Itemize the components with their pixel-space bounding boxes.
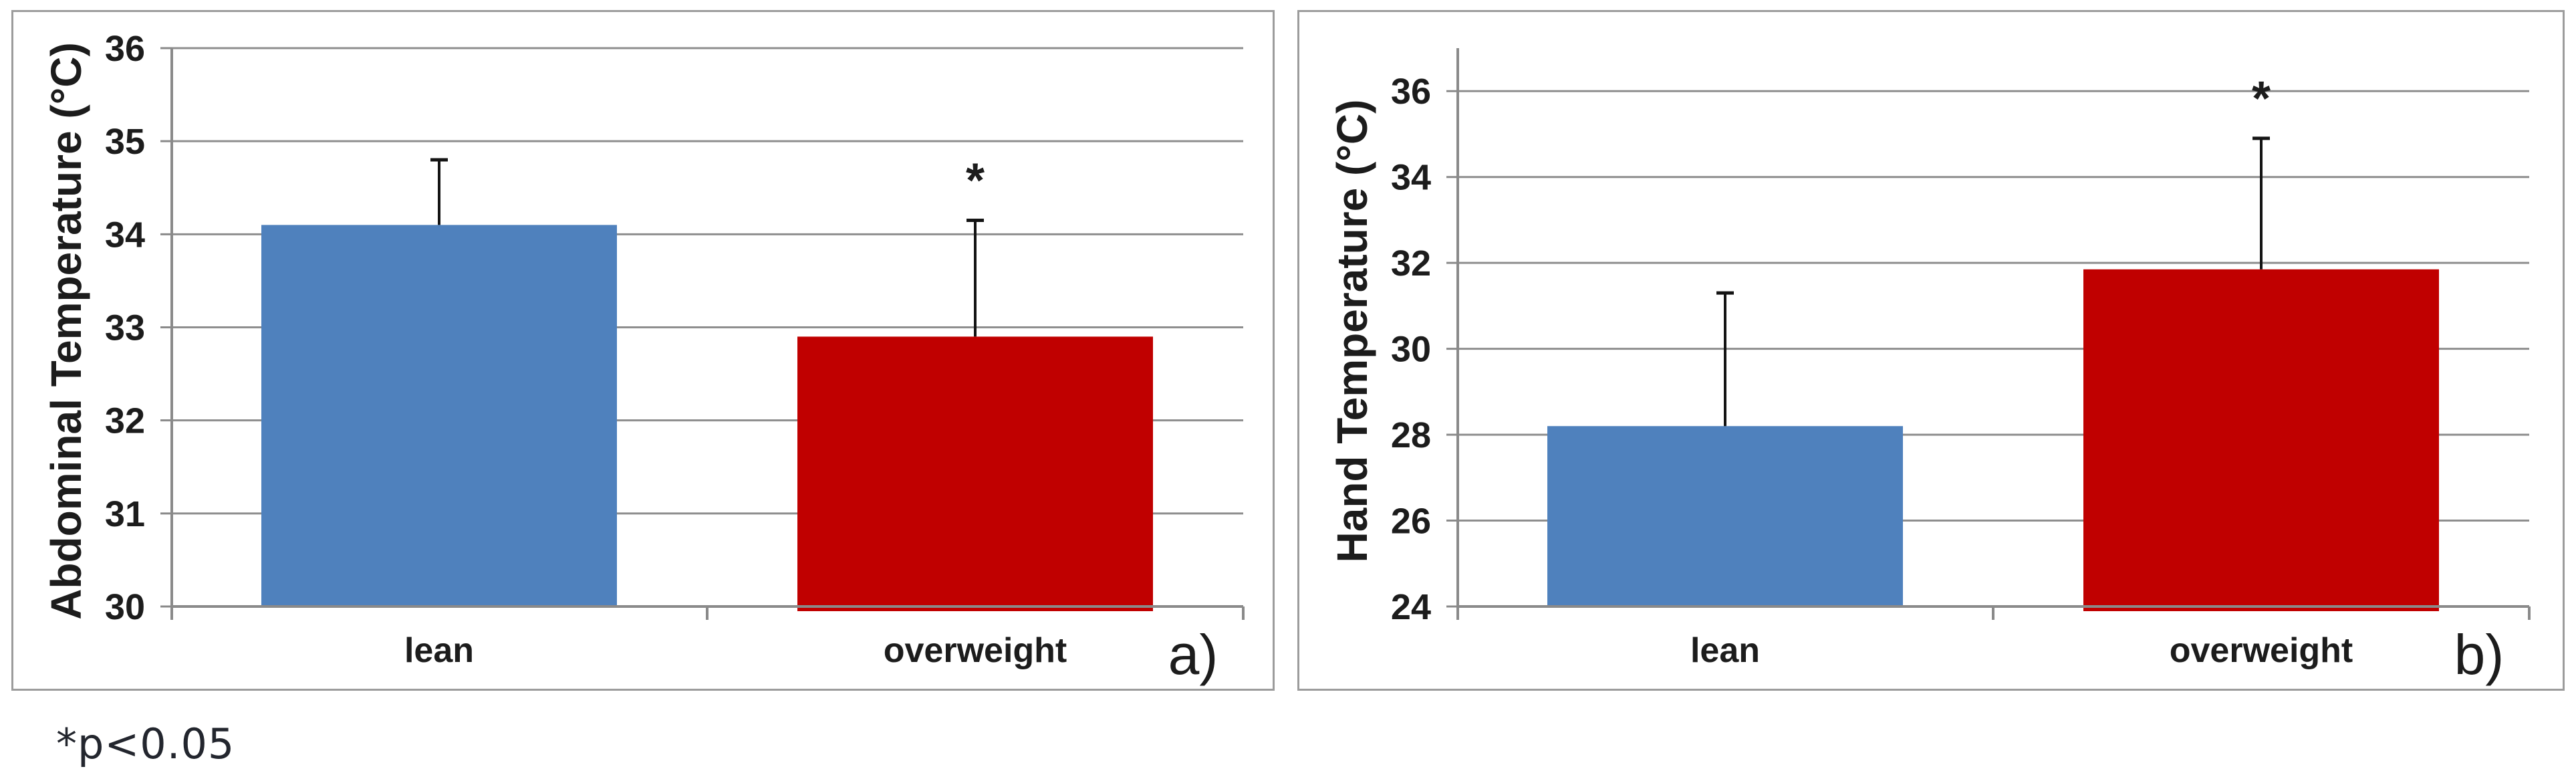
bar-overweight [2083,269,2439,611]
panel-letter-label: b) [2454,623,2504,686]
y-tick-label: 30 [105,587,145,627]
category-label-lean: lean [1690,631,1760,670]
y-tick-label: 32 [105,401,145,441]
y-tick-label: 28 [1391,415,1431,455]
bar-chart-b: * 24 26 28 30 32 34 36 lean overweight Hand Temper… [1297,10,2565,691]
category-label-overweight: overweight [2170,631,2353,670]
significance-asterisk: * [966,154,985,207]
bar-overweight [797,336,1153,611]
y-tick-label: 32 [1391,243,1431,284]
y-axis-title: Abdominal Temperature (°C) [42,42,90,620]
y-axis-title: Hand Temperature (°C) [1328,100,1376,563]
y-tick-label: 36 [105,29,145,69]
bar-lean [261,225,617,607]
chart-panel-a: * 30 31 32 33 34 35 36 lean overweight Abdominal T… [11,10,1275,694]
bar-lean [1547,426,1903,606]
category-label-overweight: overweight [884,631,1067,670]
y-tick-label: 34 [105,215,145,255]
y-tick-label: 31 [105,494,145,534]
y-tick-label: 33 [105,308,145,348]
chart-panel-b: * 24 26 28 30 32 34 36 lean overweight Hand Temper… [1297,10,2565,694]
y-tick-label: 36 [1391,72,1431,112]
significance-asterisk: * [2252,72,2271,126]
significance-footnote: *p<0.05 [56,719,235,768]
y-tick-label: 35 [105,122,145,162]
bar-chart-a: * 30 31 32 33 34 35 36 lean overweight Abdominal T… [11,10,1275,691]
y-tick-label: 34 [1391,158,1431,198]
y-tick-label: 26 [1391,502,1431,542]
panel-letter-label: a) [1168,623,1218,686]
y-tick-label: 30 [1391,330,1431,370]
category-label-lean: lean [404,631,474,670]
y-tick-label: 24 [1391,587,1431,627]
